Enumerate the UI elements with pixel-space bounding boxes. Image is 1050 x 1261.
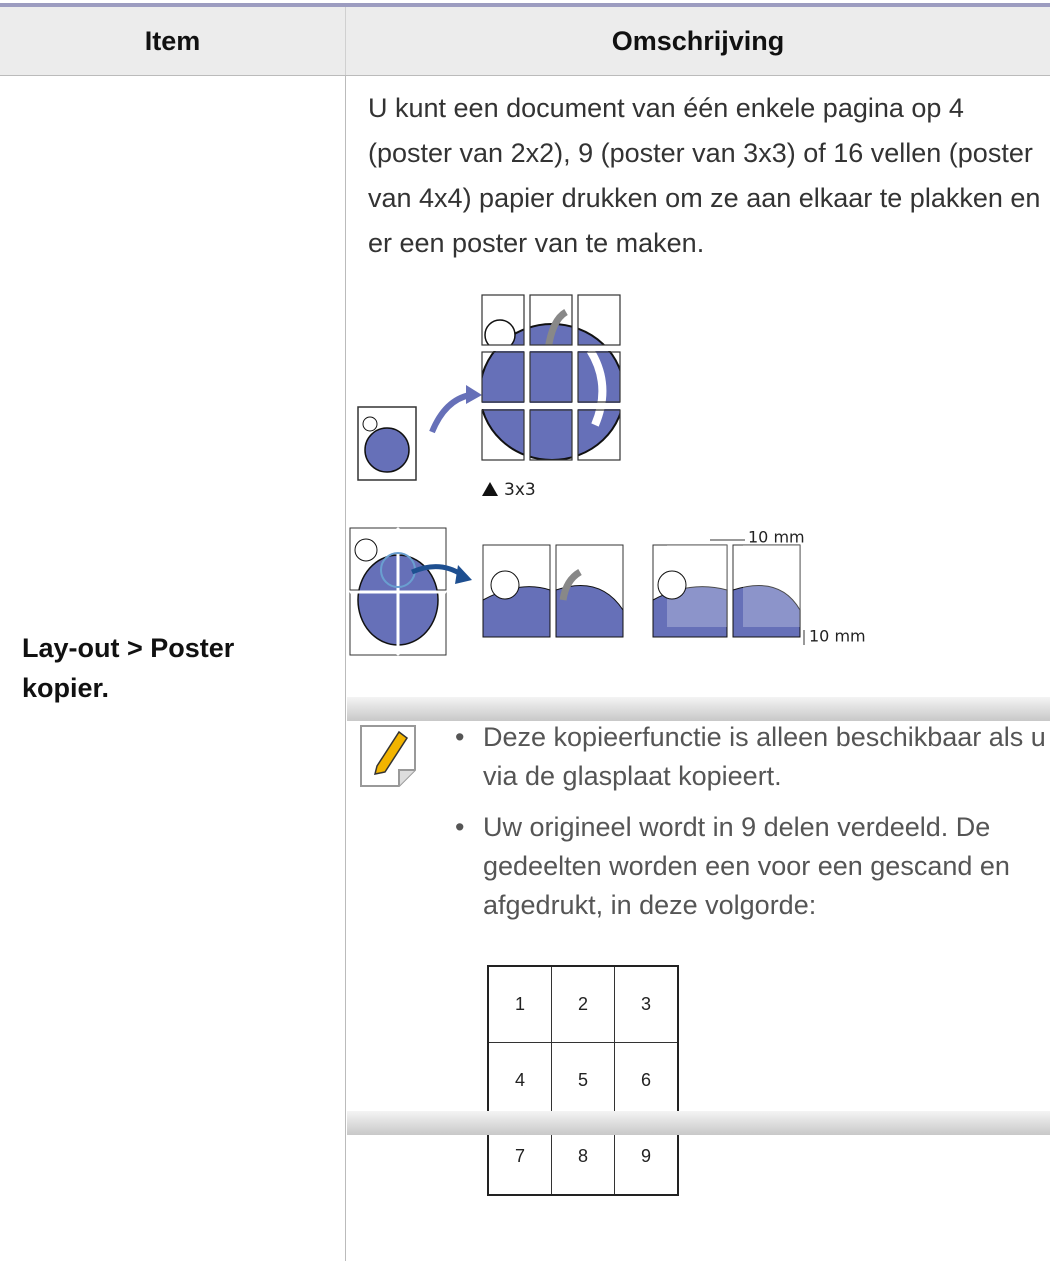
- note: Deze kopieerfunctie is alleen beschikbaa…: [455, 718, 1047, 796]
- grid-cell: 1: [487, 965, 552, 1043]
- poster-illustration: 3x3: [349, 290, 866, 656]
- margin-label: 10 mm: [809, 627, 866, 646]
- poster-3x3: [482, 308, 620, 460]
- poster-2x2: [349, 527, 472, 656]
- margin-label: 10 mm: [748, 528, 805, 547]
- arrow: [429, 392, 471, 434]
- table-header: Item Omschrijving: [0, 7, 1050, 76]
- tiles-margin: [652, 539, 805, 645]
- note: Uw origineel wordt in 9 delen verdeeld. …: [455, 808, 1047, 925]
- note-bar: [347, 1111, 1050, 1135]
- description: U kunt een document van één enkele pagin…: [368, 93, 1041, 258]
- header-cell: Omschrijving: [611, 26, 785, 56]
- column-divider: [345, 7, 346, 75]
- grid-cell: 3: [614, 965, 679, 1043]
- item-cell: Lay-out > Poster kopier.: [22, 633, 235, 703]
- worm: [362, 416, 378, 432]
- header-cell: Item: [144, 26, 201, 56]
- tiles-pair: [482, 544, 624, 638]
- grid-cell: 6: [614, 1042, 679, 1119]
- grid-cell: 2: [551, 965, 615, 1043]
- column-divider: [345, 75, 346, 1261]
- grid-cell: 4: [487, 1042, 552, 1119]
- arrow-head: [466, 385, 482, 404]
- tile-gaps: [478, 290, 625, 465]
- note-icon: [360, 725, 416, 787]
- notes: Deze kopieerfunctie is alleen beschikbaa…: [455, 718, 1047, 937]
- note-bar: [347, 697, 1050, 721]
- figure-caption: 3x3: [504, 480, 536, 500]
- apple: [364, 427, 410, 473]
- top-rule: [0, 3, 1050, 7]
- caption-marker: [482, 482, 498, 496]
- grid-cell: 5: [551, 1042, 615, 1119]
- tiles: [481, 294, 621, 461]
